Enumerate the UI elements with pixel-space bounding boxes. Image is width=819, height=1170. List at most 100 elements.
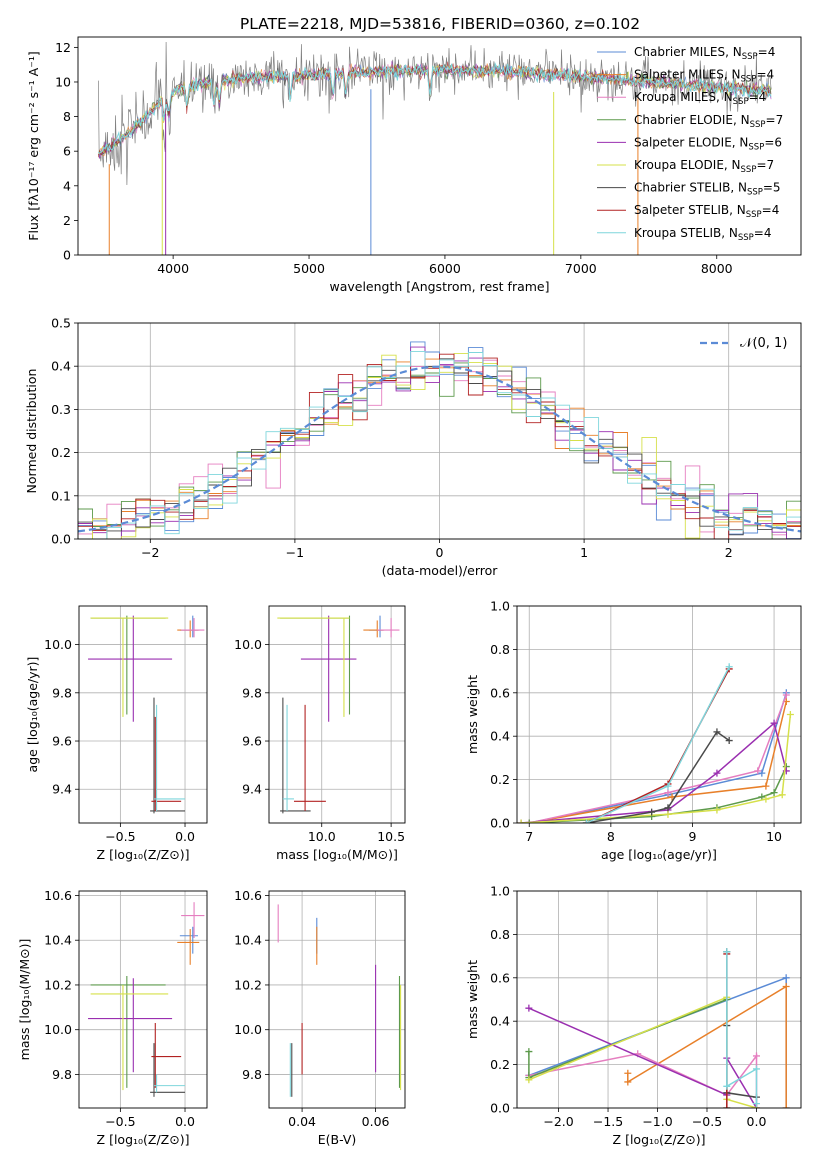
x-axis-label: mass [log₁₀(M/M⊙)] <box>276 847 398 862</box>
series-line <box>529 694 788 823</box>
y-tick-label: 10.2 <box>44 977 72 992</box>
series-line <box>528 996 757 1108</box>
legend-label-sub: SSP <box>738 233 754 243</box>
y-tick-label: 0.2 <box>490 772 510 787</box>
axes-frame <box>77 322 802 540</box>
series-marker <box>782 1104 790 1108</box>
legend-label-sub: SSP <box>746 210 762 220</box>
y-tick-label: 0.6 <box>490 685 510 700</box>
y-tick-label: 10.0 <box>234 1022 262 1037</box>
x-tick-label: −2.0 <box>543 1114 573 1129</box>
legend-label-base: Salpeter ELODIE, N <box>634 135 748 149</box>
histograms <box>78 341 801 539</box>
series-marker <box>770 719 778 727</box>
x-axis-label: (data-model)/error <box>382 563 499 578</box>
x-tick-label: −0.5 <box>105 829 135 844</box>
legend-label-tail: =4 <box>758 45 776 59</box>
legend-label: Salpeter ELODIE, NSSP=6 <box>634 135 782 152</box>
y-tick-label: 0.1 <box>51 488 71 503</box>
series-marker <box>725 663 733 671</box>
x-axis-label: Z [log₁₀(Z/Z⊙)] <box>613 1132 706 1147</box>
legend-label-tail: =4 <box>754 226 772 240</box>
series-marker <box>582 819 590 823</box>
legend-label: Kroupa ELODIE, NSSP=7 <box>634 158 774 175</box>
legend-label: Salpeter MILES, NSSP=4 <box>634 68 774 85</box>
legend-label-tail: =6 <box>764 135 782 149</box>
x-axis-label: Z [log₁₀(Z/Z⊙)] <box>97 847 190 862</box>
legend-label-base: Kroupa STELIB, N <box>634 226 738 240</box>
x-axis-label: Z [log₁₀(Z/Z⊙)] <box>97 1132 190 1147</box>
legend-label: Kroupa MILES, NSSP=4 <box>634 90 766 107</box>
legend-label-tail: =7 <box>756 158 774 172</box>
y-tick-label: 9.8 <box>52 685 72 700</box>
y-tick-label: 10.0 <box>44 637 72 652</box>
legend: 𝒩(0, 1) <box>700 336 787 351</box>
y-tick-label: 0.2 <box>490 1057 510 1072</box>
mass-vs-metallicity-panel: −0.5 0.0 9.8 10.0 10.2 10.4 10.6 Z [log₁₀(Z/Z⊙)… <box>17 888 208 1147</box>
x-tick-label: 0.04 <box>288 1114 316 1129</box>
legend-label-sub: SSP <box>747 188 763 198</box>
grid <box>79 891 207 1108</box>
y-axis-label: Normed distribution <box>24 369 39 494</box>
axes-frame <box>78 890 208 1109</box>
series-marker <box>754 767 762 775</box>
series-marker <box>624 1078 632 1086</box>
residual-histogram-panel: −2 −1 0 1 2 0.0 0.1 0.2 0.3 0.4 0.5 (data-model)/er… <box>24 316 802 578</box>
y-tick-label: 10.2 <box>234 977 262 992</box>
grid <box>79 606 207 823</box>
series-marker <box>778 791 786 799</box>
series-marker <box>525 1004 533 1012</box>
legend-label: Chabrier STELIB, NSSP=5 <box>634 181 781 198</box>
y-tick-label: 0.0 <box>490 1101 510 1116</box>
legend-label-base: Chabrier STELIB, N <box>634 181 747 195</box>
x-tick-label: −0.5 <box>692 1114 722 1129</box>
series-marker <box>517 819 525 823</box>
y-tick-label: 6 <box>63 144 71 159</box>
legend-label-tail: =4 <box>762 203 780 217</box>
legend-label-base: Salpeter MILES, N <box>634 68 741 82</box>
y-tick-label: 1.0 <box>490 599 510 614</box>
series-marker <box>713 769 721 777</box>
legend-label: 𝒩(0, 1) <box>740 336 787 351</box>
normal-curve <box>78 365 801 533</box>
y-tick-label: 9.4 <box>52 782 72 797</box>
legend-label-sub: SSP <box>733 97 749 107</box>
x-tick-label: 8 <box>607 829 615 844</box>
x-tick-label: 7000 <box>565 261 597 276</box>
axes-frame <box>77 36 802 256</box>
x-tick-label: 0.06 <box>362 1114 390 1129</box>
x-tick-label: 2 <box>725 545 733 560</box>
series-marker <box>713 806 721 814</box>
axes-frame <box>78 605 208 824</box>
series-marker <box>786 711 794 718</box>
axes-frame <box>516 890 802 1109</box>
series-marker <box>713 728 721 736</box>
legend-label-sub: SSP <box>741 75 757 85</box>
series-marker <box>752 1100 760 1108</box>
y-tick-label: 0.8 <box>490 642 510 657</box>
legend-label-tail: =7 <box>766 113 784 127</box>
y-tick-label: 0.2 <box>51 445 71 460</box>
error-bars <box>277 904 402 1097</box>
series-marker <box>664 810 672 818</box>
x-tick-label: 7 <box>525 829 533 844</box>
y-tick-label: 0.5 <box>51 316 71 331</box>
y-tick-label: 0.6 <box>490 970 510 985</box>
axes-frame <box>268 605 406 824</box>
x-axis-label: age [log₁₀(age/yr)] <box>601 847 717 862</box>
mass-weight-vs-metallicity-panel: −2.0 −1.5 −1.0 −0.5 0.0 0.0 0.2 0.4 0.6 0.8 1.0 Z [… <box>465 884 802 1147</box>
series-marker <box>752 1065 760 1073</box>
series-marker <box>648 808 656 816</box>
y-axis-label: mass weight <box>465 675 480 754</box>
series-marker <box>782 982 790 990</box>
mass-vs-extinction-panel: 0.04 0.06 9.8 10.0 10.2 10.4 10.6 E(B-V) <box>234 888 406 1147</box>
legend-label-sub: SSP <box>750 120 766 130</box>
y-tick-label: 1.0 <box>490 884 510 899</box>
grid <box>269 606 405 823</box>
y-tick-label: 9.6 <box>52 734 72 749</box>
y-tick-label: 9.8 <box>242 1067 262 1082</box>
series-line <box>528 1007 758 1108</box>
series-marker <box>758 769 766 777</box>
